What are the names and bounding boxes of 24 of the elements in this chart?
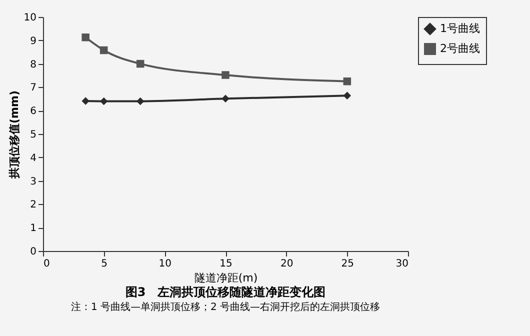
y-tick-label: 1 (30, 223, 36, 234)
y-axis-title: 拱顶位移值(mm) (8, 90, 21, 180)
y-tick-label: 3 (30, 176, 36, 188)
legend-label: 2号曲线 (440, 42, 480, 55)
x-axis-title: 隧道净距(m) (194, 272, 258, 284)
x-tick-label: 20 (280, 258, 294, 270)
y-tick-label: 0 (30, 246, 36, 258)
x-tick-label: 5 (101, 258, 108, 270)
y-tick-label: 2 (30, 200, 36, 211)
text: 图3 左洞拱顶位移随隧道净距变化图 (125, 285, 326, 299)
y-tick-label: 4 (30, 152, 36, 164)
y-tick-label: 8 (30, 59, 36, 70)
x-tick-label: 10 (158, 258, 172, 270)
text: 注：1 号曲线—单洞拱顶位移；2 号曲线—右洞开挖后的左洞拱顶位移 (70, 301, 380, 313)
x-tick-label: 30 (396, 258, 408, 270)
x-tick-label: 15 (220, 258, 232, 270)
y-tick-label: 10 (24, 12, 36, 24)
y-tick-label: 5 (30, 130, 36, 140)
x-tick-label: 25 (341, 258, 354, 270)
legend-label: 1号曲线 (440, 22, 480, 35)
y-tick-label: 7 (30, 82, 36, 94)
y-tick-label: 6 (30, 106, 36, 118)
x-tick-label: 0 (44, 258, 50, 270)
y-tick-label: 9 (30, 36, 36, 47)
